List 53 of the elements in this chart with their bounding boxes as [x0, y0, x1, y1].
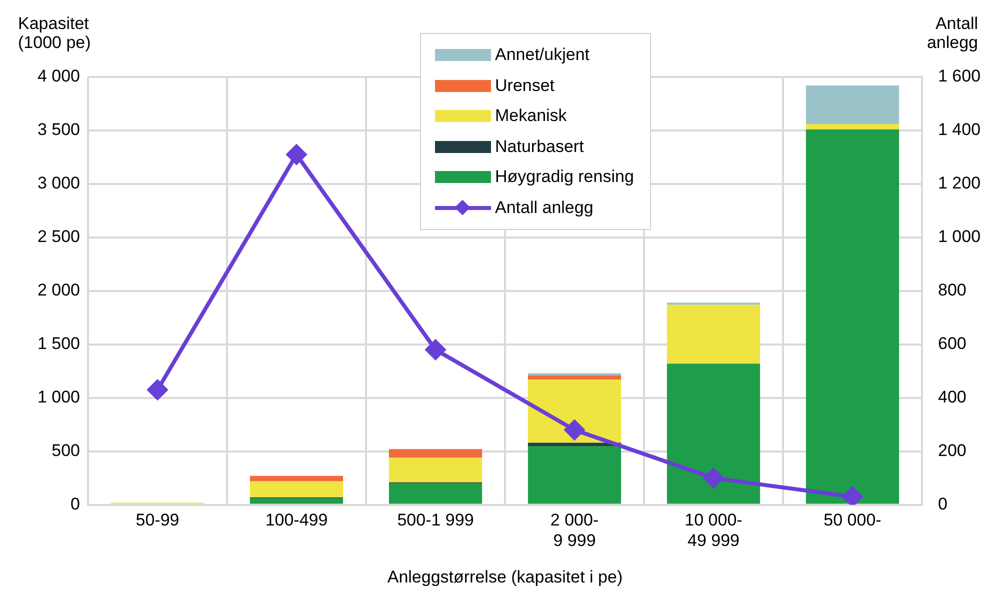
point [564, 420, 584, 440]
y-tick-label: 1 000 [37, 388, 80, 407]
bar [666, 364, 760, 504]
y2-tick-label: 400 [938, 388, 966, 407]
y2-tick-label: 1 200 [938, 174, 981, 193]
point [704, 468, 724, 488]
point [426, 340, 446, 360]
y2-tick-label: 1 000 [938, 227, 981, 246]
legend-label: Naturbasert [495, 136, 584, 157]
y-tick-label: 3 000 [37, 174, 80, 193]
point [286, 144, 306, 165]
point [842, 486, 862, 505]
y2-tick-label: 0 [938, 494, 948, 514]
y2-axis-title: Antall anlegg [926, 14, 978, 52]
y-tick-label: 2 000 [37, 280, 80, 300]
x-tick-label: 100-499 [265, 510, 328, 530]
y-tick-label: 2 500 [37, 227, 80, 246]
legend-label: Mekanisk [495, 106, 567, 126]
bar [250, 498, 344, 504]
x-tick-label: 10 000-49 999 [684, 510, 742, 550]
legend-label: Antall anlegg [495, 198, 594, 218]
x-tick-label: 50 000- [824, 510, 882, 530]
bar [806, 129, 900, 504]
bar [388, 483, 482, 504]
bar [528, 375, 622, 380]
bar [806, 124, 900, 130]
y-axis-title: Kapasitet (1000 pe) [18, 14, 91, 52]
y-tick-label: 500 [52, 441, 80, 460]
y-tick-label: 0 [70, 494, 80, 514]
legend-label: Høygradig rensing [495, 167, 634, 188]
bar [666, 304, 760, 364]
y2-tick-label: 800 [938, 280, 966, 300]
y2-tick-label: 200 [938, 441, 966, 460]
legend-label: Urenset [495, 76, 555, 96]
bar [528, 446, 622, 504]
bar [388, 449, 482, 458]
bar [250, 476, 344, 482]
x-tick-label: 2 000-9 999 [550, 510, 599, 550]
y2-tick-label: 1 600 [938, 66, 981, 86]
x-tick-label: 500-1 999 [397, 510, 474, 530]
y2-tick-label: 1 400 [938, 120, 981, 140]
bar [806, 86, 900, 124]
x-axis-title: Anleggstørrelse (kapasitet i pe) [387, 567, 623, 586]
legend-label: Annet/ukjent [495, 45, 590, 66]
y-tick-label: 4 000 [37, 66, 80, 86]
x-tick-label: 50-99 [136, 510, 180, 530]
y-tick-label: 3 500 [37, 120, 80, 140]
point [148, 380, 168, 400]
bar [250, 481, 344, 498]
y-tick-label: 1 500 [37, 334, 80, 354]
y2-tick-label: 600 [938, 334, 966, 354]
bar [528, 380, 622, 443]
bar [388, 458, 482, 482]
